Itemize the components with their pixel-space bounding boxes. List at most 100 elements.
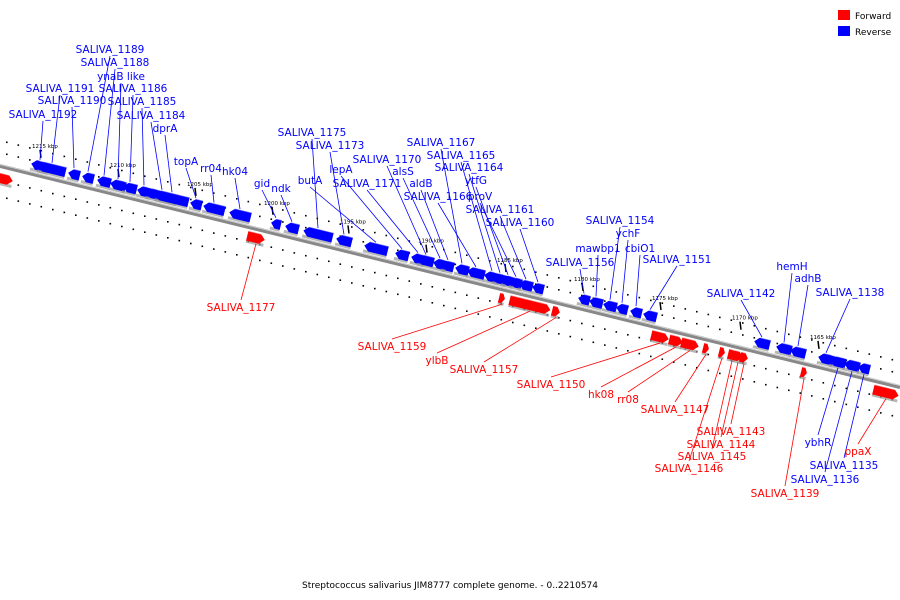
reverse-gene-arrow[interactable] [108, 177, 128, 194]
reverse-gene-label[interactable]: SALIVA_1136 [791, 474, 860, 486]
reverse-gene-label[interactable]: SALIVA_1185 [108, 96, 177, 108]
reverse-gene-arrow[interactable] [641, 308, 659, 325]
reverse-gene-arrow[interactable] [283, 220, 301, 237]
reverse-gene-label[interactable]: dprA [153, 123, 179, 135]
reverse-gene-label[interactable]: SALIVA_1165 [427, 150, 496, 162]
reverse-gene-arrow[interactable] [269, 217, 283, 232]
forward-gene-arrow[interactable] [701, 342, 711, 356]
reverse-gene-label[interactable]: SALIVA_1191 [26, 83, 95, 95]
reverse-gene-label[interactable]: adhB [795, 273, 822, 285]
reverse-gene-label[interactable]: cbiO1 [625, 243, 655, 255]
reverse-gene-arrow[interactable] [153, 188, 190, 210]
forward-gene-label[interactable]: SALIVA_1150 [517, 379, 586, 391]
forward-gene-label[interactable]: SALIVA_1143 [697, 426, 766, 438]
forward-gene-arrow[interactable] [679, 336, 701, 354]
reverse-gene-label[interactable]: SALIVA_1170 [353, 154, 422, 166]
reverse-gene-arrow[interactable] [601, 298, 619, 315]
reverse-gene-arrow[interactable] [517, 278, 535, 294]
reverse-gene-arrow[interactable] [788, 344, 808, 361]
reverse-gene-label[interactable]: SALIVA_1151 [643, 254, 712, 266]
reverse-gene-arrow[interactable] [752, 335, 772, 352]
reverse-gene-label[interactable]: alsS [392, 166, 414, 178]
reverse-gene-label[interactable]: SALIVA_1192 [9, 109, 78, 121]
reverse-gene-label[interactable]: SALIVA_1190 [38, 95, 107, 107]
reverse-gene-label[interactable]: SALIVA_1156 [546, 257, 615, 269]
reverse-gene-arrow[interactable] [453, 262, 471, 278]
reverse-gene-label[interactable]: gid [254, 178, 270, 190]
reverse-gene-label[interactable]: SALIVA_1142 [707, 288, 776, 300]
forward-gene-arrow[interactable] [738, 351, 750, 366]
forward-gene-arrow[interactable] [871, 384, 900, 403]
reverse-gene-label[interactable]: SALIVA_1135 [810, 460, 879, 472]
reverse-gene-label[interactable]: rr04 [200, 163, 222, 175]
reverse-gene-arrow[interactable] [774, 341, 794, 358]
reverse-gene-label[interactable]: SALIVA_1186 [99, 83, 168, 95]
reverse-gene-label[interactable]: SALIVA_1188 [81, 57, 150, 69]
reverse-gene-label[interactable]: aldB [409, 178, 432, 190]
forward-gene-arrow[interactable] [0, 171, 15, 188]
reverse-gene-label[interactable]: lepA [329, 164, 353, 176]
reverse-gene-label[interactable]: SALIVA_1167 [407, 137, 476, 149]
reverse-gene-arrow[interactable] [334, 233, 354, 250]
reverse-gene-arrow[interactable] [576, 292, 592, 308]
reverse-gene-arrow[interactable] [416, 253, 436, 270]
forward-gene-arrow[interactable] [497, 292, 507, 306]
reverse-gene-label[interactable]: topA [174, 156, 199, 168]
reverse-gene-arrow[interactable] [614, 301, 630, 317]
forward-gene-arrow[interactable] [507, 294, 552, 317]
reverse-gene-label[interactable]: SALIVA_1175 [278, 127, 347, 139]
reverse-gene-label[interactable]: SALIVA_1164 [435, 162, 504, 174]
forward-gene-arrow[interactable] [667, 333, 685, 350]
reverse-gene-arrow[interactable] [628, 305, 644, 321]
forward-gene-label[interactable]: SALIVA_1159 [358, 341, 427, 353]
reverse-gene-arrow[interactable] [36, 160, 67, 179]
forward-gene-label[interactable]: SALIVA_1147 [641, 404, 710, 416]
reverse-gene-arrow[interactable] [95, 174, 113, 190]
forward-gene-label[interactable]: hk08 [588, 389, 614, 401]
forward-gene-label[interactable]: ylbB [426, 355, 449, 367]
reverse-gene-arrow[interactable] [66, 167, 82, 183]
reverse-gene-arrow[interactable] [530, 281, 546, 297]
forward-gene-label[interactable]: SALIVA_1139 [751, 488, 820, 500]
reverse-gene-arrow[interactable] [201, 200, 227, 218]
reverse-gene-label[interactable]: hemH [776, 261, 807, 273]
reverse-gene-label[interactable]: ybhR [805, 437, 832, 449]
forward-gene-arrow[interactable] [245, 230, 267, 247]
reverse-gene-arrow[interactable] [80, 170, 96, 186]
forward-gene-label[interactable]: SALIVA_1144 [687, 439, 756, 451]
reverse-gene-label[interactable]: mawbp1 [575, 243, 620, 255]
forward-gene-label[interactable]: SALIVA_1145 [678, 451, 747, 463]
reverse-gene-label[interactable]: butA [298, 175, 323, 187]
reverse-gene-arrow[interactable] [842, 357, 862, 374]
forward-gene-arrow[interactable] [550, 305, 562, 320]
reverse-gene-label[interactable]: ndk [271, 183, 291, 195]
reverse-gene-label[interactable]: proV [468, 191, 493, 203]
forward-gene-arrow[interactable] [717, 346, 727, 360]
reverse-gene-arrow[interactable] [362, 239, 389, 258]
reverse-gene-arrow[interactable] [188, 197, 204, 213]
forward-gene-arrow[interactable] [799, 366, 809, 380]
reverse-gene-label[interactable]: SALIVA_1171 [333, 178, 402, 190]
forward-gene-label[interactable]: SALIVA_1157 [450, 364, 519, 376]
reverse-gene-label[interactable]: SALIVA_1161 [466, 204, 535, 216]
reverse-gene-label[interactable]: SALIVA_1184 [117, 110, 186, 122]
forward-gene-arrow[interactable] [649, 329, 671, 347]
reverse-gene-label[interactable]: SALIVA_1154 [586, 215, 655, 227]
reverse-gene-label[interactable]: ynaB like [97, 71, 145, 83]
reverse-gene-arrow[interactable] [301, 225, 334, 245]
reverse-gene-label[interactable]: ychF [616, 228, 641, 240]
reverse-gene-label[interactable]: SALIVA_1189 [76, 44, 145, 56]
reverse-gene-arrow[interactable] [465, 265, 487, 282]
reverse-gene-arrow[interactable] [828, 354, 848, 371]
forward-gene-label[interactable]: SALIVA_1177 [207, 302, 276, 314]
reverse-gene-label[interactable]: SALIVA_1138 [816, 287, 885, 299]
reverse-gene-label[interactable]: SALIVA_1160 [486, 217, 555, 229]
reverse-gene-arrow[interactable] [393, 247, 411, 264]
forward-gene-label[interactable]: ppaX [845, 446, 872, 458]
forward-gene-label[interactable]: rr08 [617, 394, 639, 406]
reverse-gene-label[interactable]: SALIVA_1173 [296, 140, 365, 152]
reverse-gene-arrow[interactable] [440, 259, 456, 275]
reverse-gene-label[interactable]: hk04 [222, 166, 248, 178]
forward-gene-label[interactable]: SALIVA_1146 [655, 463, 724, 475]
reverse-gene-label[interactable]: SALIVA_1166 [404, 191, 473, 203]
